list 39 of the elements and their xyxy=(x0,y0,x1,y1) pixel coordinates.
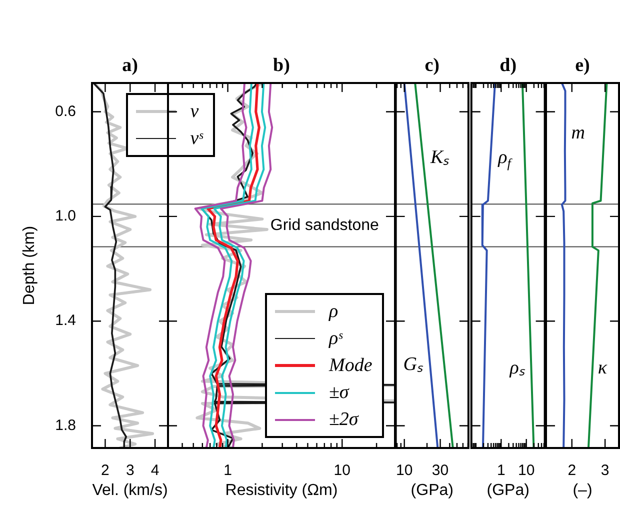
y-tick-label: 0.6 xyxy=(55,102,76,120)
legend-label: ±2σ xyxy=(329,408,358,430)
legend-label: ρ xyxy=(329,300,338,322)
x-tick-label: 10 xyxy=(334,462,350,480)
x-tick-label: 1 xyxy=(496,462,506,480)
chart-title: a) xyxy=(122,54,138,76)
series-label: Gₛ xyxy=(403,354,424,376)
y-tick-label: 1.4 xyxy=(55,312,76,330)
x-tick-label: 2 xyxy=(568,462,576,480)
x-tick-label: 10 xyxy=(396,462,413,480)
y-tick-label: 1.0 xyxy=(55,208,76,225)
chart-title: b) xyxy=(273,54,290,76)
chart-title: c) xyxy=(424,54,440,76)
x-axis-title: (GPa) xyxy=(486,482,530,499)
x-tick-label: 4 xyxy=(150,462,160,480)
x-axis-title: Resistivity (Ωm) xyxy=(225,482,338,499)
series-label: κ xyxy=(598,357,608,378)
x-axis-title: Vel. (km/s) xyxy=(92,482,168,499)
chart-title: e) xyxy=(575,54,590,76)
legend-label: ρˢ xyxy=(329,328,342,350)
annotation: Grid sandstone xyxy=(270,216,379,234)
x-tick-label: 3 xyxy=(126,462,134,480)
y-tick-label: 1.8 xyxy=(55,416,76,434)
x-tick-label: 30 xyxy=(432,462,449,480)
legend-label: vˢ xyxy=(190,128,203,150)
y-axis-title: Depth (km) xyxy=(21,226,38,306)
x-axis-title: (–) xyxy=(572,482,592,499)
x-tick-label: 2 xyxy=(101,462,110,480)
series-label: ρₛ xyxy=(508,357,526,378)
x-tick-label: 3 xyxy=(600,462,610,480)
x-axis-title: (GPa) xyxy=(410,482,454,499)
x-tick-label: 10 xyxy=(518,462,535,480)
x-tick-label: 1 xyxy=(224,462,232,480)
legend-label: v xyxy=(190,100,199,122)
series-label: Kₛ xyxy=(430,147,450,168)
series-label: m xyxy=(571,122,585,144)
legend-label: ±σ xyxy=(329,382,349,404)
chart-title: d) xyxy=(500,54,517,76)
legend-label: Mode xyxy=(329,354,372,376)
